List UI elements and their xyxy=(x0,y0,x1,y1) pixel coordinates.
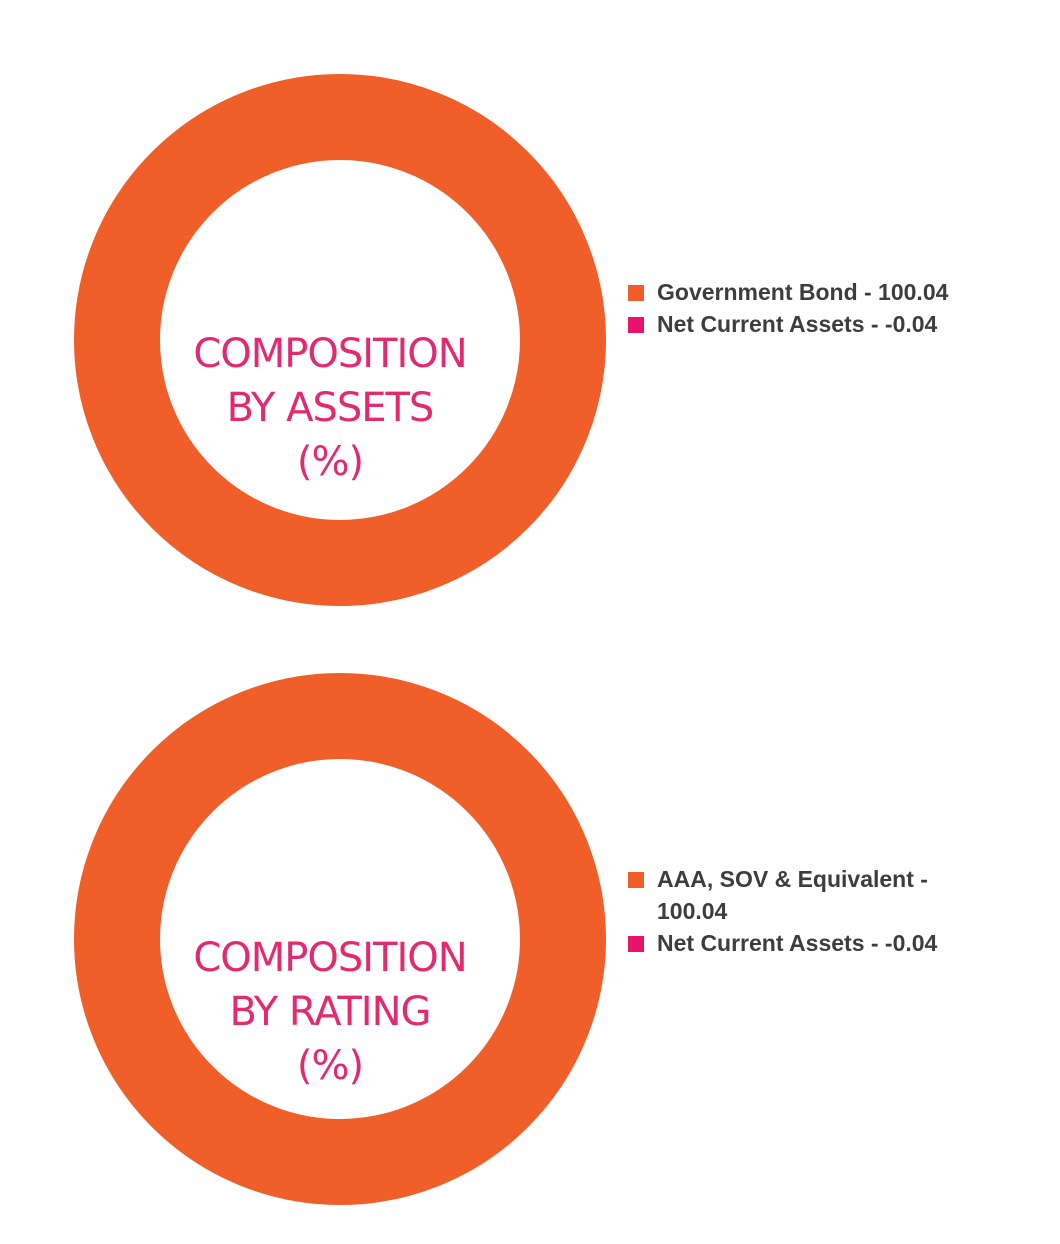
assets-title-line-2: BY ASSETS xyxy=(226,385,435,431)
assets-donut xyxy=(74,74,606,606)
assets-chart: COMPOSITION BY ASSETS (%) Government Bon… xyxy=(0,0,1060,620)
rating-donut xyxy=(74,673,606,1205)
legend-item-government-bond: Government Bond - 100.04 xyxy=(628,276,1028,308)
assets-title-line-3: (%) xyxy=(296,439,364,485)
rating-chart-title: COMPOSITION BY RATING (%) xyxy=(140,931,520,1093)
legend-label-government-bond: Government Bond - 100.04 xyxy=(657,279,949,305)
legend-swatch-government-bond xyxy=(628,285,644,301)
rating-title-line-2: BY RATING xyxy=(229,989,432,1035)
assets-legend: Government Bond - 100.04 Net Current Ass… xyxy=(628,276,1028,340)
legend-item-aaa-sov-equivalent: AAA, SOV & Equivalent - 100.04 xyxy=(628,863,988,927)
rating-legend: AAA, SOV & Equivalent - 100.04 Net Curre… xyxy=(628,863,988,959)
legend-swatch-aaa-sov-equivalent xyxy=(628,872,644,888)
rating-title-line-3: (%) xyxy=(296,1043,364,1089)
donut-slice-aaa-sov-equivalent xyxy=(74,673,606,1205)
legend-label-aaa-sov-equivalent: AAA, SOV & Equivalent - 100.04 xyxy=(657,866,928,924)
donut-slice-government-bond xyxy=(74,74,606,606)
assets-chart-title: COMPOSITION BY ASSETS (%) xyxy=(140,327,520,489)
legend-swatch-net-current-assets-rating xyxy=(628,936,644,952)
legend-label-net-current-assets-rating: Net Current Assets - -0.04 xyxy=(657,930,938,956)
assets-title-line-1: COMPOSITION xyxy=(193,331,467,377)
legend-item-net-current-assets: Net Current Assets - -0.04 xyxy=(628,308,1028,340)
legend-label-net-current-assets: Net Current Assets - -0.04 xyxy=(657,311,938,337)
rating-title-line-1: COMPOSITION xyxy=(193,935,467,981)
legend-item-net-current-assets-rating: Net Current Assets - -0.04 xyxy=(628,927,988,959)
legend-swatch-net-current-assets xyxy=(628,317,644,333)
rating-chart: COMPOSITION BY RATING (%) AAA, SOV & Equ… xyxy=(0,620,1060,1244)
